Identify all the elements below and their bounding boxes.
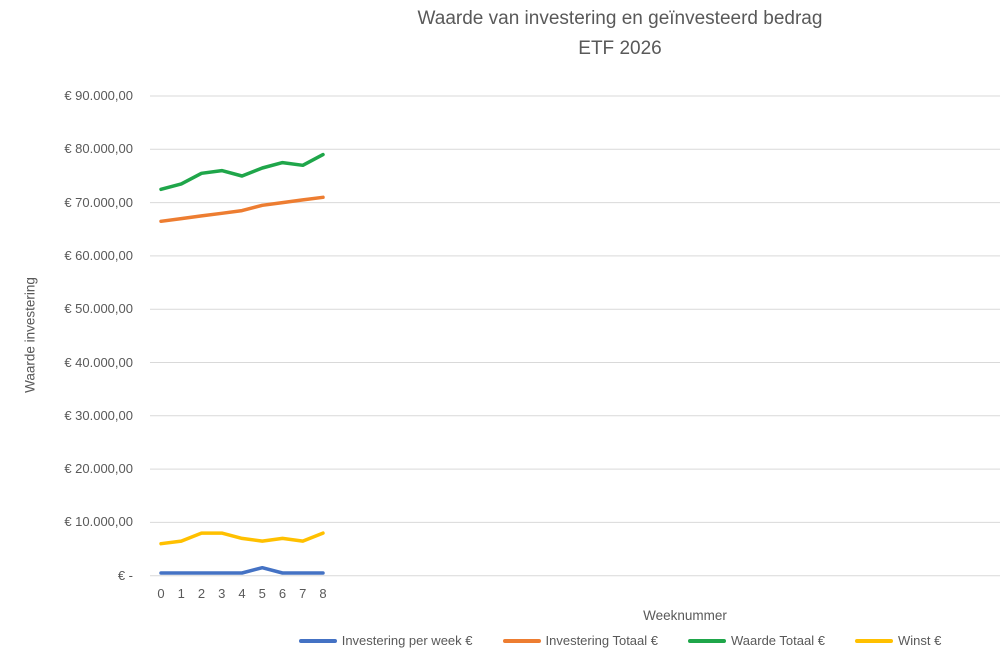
y-axis-title: Waarde investering	[22, 277, 38, 393]
series-line	[159, 152, 325, 192]
y-tick-label: € 60.000,00	[64, 247, 133, 263]
chart-title-line1: Waarde van investering en geïnvesteerd b…	[417, 8, 823, 29]
series-line	[159, 195, 325, 224]
y-tick-label: € 90.000,00	[64, 88, 133, 103]
x-tick-label: 0	[157, 586, 165, 601]
x-tick-label: 6	[278, 586, 287, 601]
series-lines	[159, 152, 325, 575]
x-axis-title: Weeknummer	[643, 608, 727, 623]
y-tick-label: € 10.000,00	[64, 514, 133, 530]
legend-swatch-icon	[688, 638, 726, 643]
y-tick-label: € 30.000,00	[64, 407, 133, 423]
legend-label: Investering Totaal €	[545, 633, 659, 648]
legend-swatch-icon	[854, 638, 893, 643]
y-tick-label: € 50.000,00	[64, 301, 133, 317]
legend-swatch-icon	[298, 638, 337, 643]
chart-title-line2: ETF 2026	[578, 38, 662, 59]
y-tick-label: € 20.000,00	[64, 461, 133, 477]
series-line	[159, 531, 325, 546]
x-tick-label: 4	[238, 586, 246, 601]
series-line	[159, 565, 325, 575]
legend-item: Investering per week €	[298, 633, 473, 648]
chart-title: Waarde van investering en geïnvesteerd b…	[240, 4, 1000, 64]
y-tick-label: € 80.000,00	[64, 141, 133, 157]
y-tick-label: € 70.000,00	[64, 194, 133, 210]
x-tick-label: 2	[197, 586, 206, 601]
x-tick-label: 3	[218, 586, 226, 601]
gridlines	[150, 95, 1000, 577]
x-tick-label: 1	[177, 586, 185, 601]
legend: Investering per week € Investering Totaal…	[240, 633, 1000, 648]
legend-label: Investering per week €	[341, 633, 473, 648]
x-tick-label: 8	[319, 586, 327, 601]
legend-label: Winst €	[897, 633, 942, 648]
legend-item: Winst €	[854, 633, 942, 648]
legend-item: Investering Totaal €	[502, 633, 659, 648]
legend-item: Waarde Totaal €	[688, 633, 825, 648]
legend-swatch-icon	[502, 638, 541, 643]
y-tick-label: € -	[117, 567, 133, 583]
y-tick-label: € 40.000,00	[64, 354, 133, 370]
legend-label: Waarde Totaal €	[731, 633, 825, 648]
x-tick-label: 5	[258, 586, 266, 601]
x-tick-label: 7	[299, 586, 307, 601]
